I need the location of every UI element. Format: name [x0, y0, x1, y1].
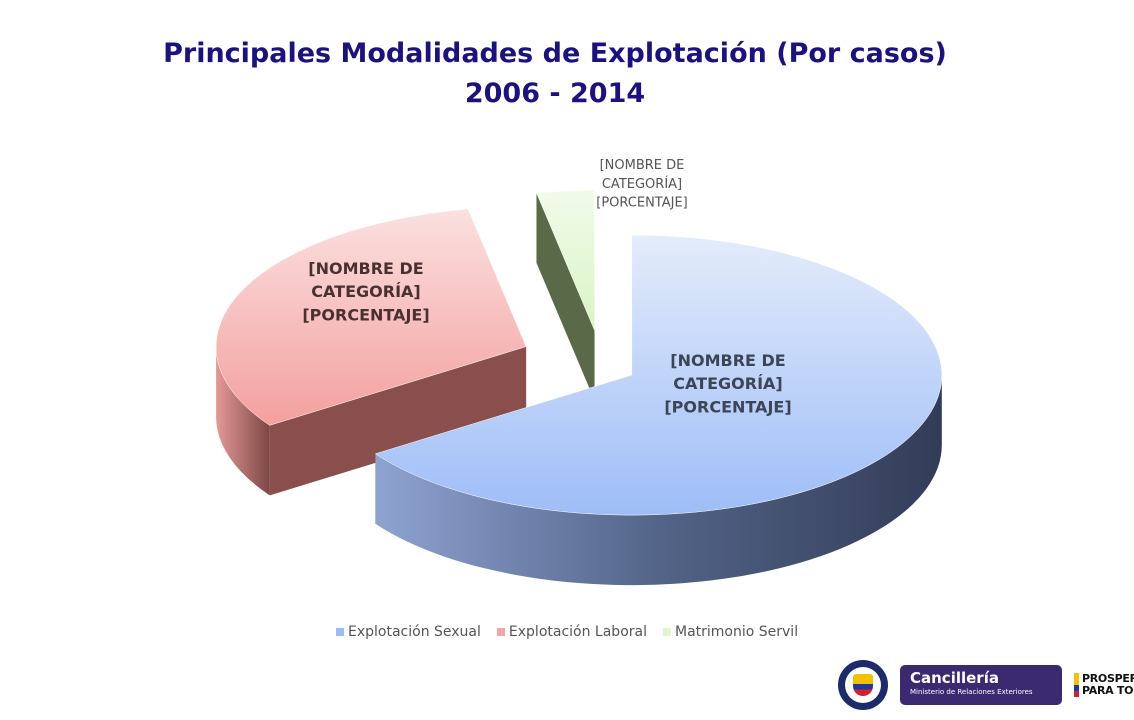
slice-explotacion-laboral-side — [216, 346, 270, 496]
coat-of-arms-seal-icon — [838, 660, 888, 710]
chart-subtitle-line: 2006 - 2014 — [464, 78, 646, 109]
data-label-matrimonio: [NOMBRE DE CATEGORÍA] [PORCENTAJE] — [596, 158, 688, 211]
footer-logos: Cancillería Ministerio de Relaciones Ext… — [838, 660, 1134, 710]
legend-swatch-matrimonio — [662, 628, 671, 636]
cancilleria-logo-subtitle: Ministerio de Relaciones Exteriores — [910, 688, 1033, 696]
chart-title-line: Principales Modalidades de Explotación (… — [163, 38, 947, 69]
data-label-laboral-line-0: [NOMBRE DE — [308, 259, 423, 278]
data-label-laboral-line-1: CATEGORÍA] — [311, 282, 420, 301]
prosperidad-logo: PROSPERIDAD PARA TODOS — [1074, 673, 1134, 697]
data-label-sexual-line-2: [PORCENTAJE] — [664, 397, 791, 416]
legend-item-matrimonio: Matrimonio Servil — [662, 624, 799, 640]
data-label-sexual: [NOMBRE DE CATEGORÍA] [PORCENTAJE] — [664, 351, 791, 416]
prosperidad-logo-line2: PARA TODOS — [1082, 684, 1134, 697]
legend-swatch-laboral — [496, 628, 505, 636]
slice-explotacion-laboral-top — [215, 208, 527, 426]
slice-explotacion-sexual-side — [375, 375, 942, 586]
slice-explotacion-sexual — [374, 234, 943, 586]
cancilleria-logo-title: Cancillería — [910, 669, 999, 687]
data-label-laboral-line-2: [PORCENTAJE] — [302, 305, 429, 324]
cancilleria-logo: Cancillería Ministerio de Relaciones Ext… — [900, 665, 1062, 705]
chart-legend: Explotación Sexual Explotación Laboral M… — [336, 624, 798, 640]
slice-explotacion-laboral-wall-0 — [269, 346, 527, 496]
pie-chart: [NOMBRE DE CATEGORÍA] [PORCENTAJE][NOMBRE … — [215, 158, 943, 586]
data-label-sexual-line-0: [NOMBRE DE — [670, 351, 785, 370]
data-label-matrimonio-line-1: CATEGORÍA] — [602, 176, 682, 192]
legend-swatch-sexual — [336, 628, 344, 636]
data-label-matrimonio-line-0: [NOMBRE DE — [600, 158, 685, 173]
legend-label-matrimonio: Matrimonio Servil — [674, 624, 799, 640]
colombia-flag-icon — [1074, 673, 1079, 697]
legend-item-laboral: Explotación Laboral — [496, 624, 647, 640]
slice-explotacion-sexual-top — [374, 234, 943, 516]
legend-label-sexual: Explotación Sexual — [348, 624, 481, 640]
data-label-matrimonio-line-2: [PORCENTAJE] — [596, 196, 688, 211]
slice-matrimonio-servil-top — [536, 190, 595, 331]
slice-matrimonio-servil-wall-0 — [536, 192, 595, 401]
data-label-laboral: [NOMBRE DE CATEGORÍA] [PORCENTAJE] — [302, 259, 429, 324]
legend-label-laboral: Explotación Laboral — [508, 624, 647, 640]
data-label-sexual-line-1: CATEGORÍA] — [673, 374, 782, 393]
slice-matrimonio-servil — [536, 190, 595, 401]
slice-explotacion-laboral — [215, 208, 527, 496]
chart-title: Principales Modalidades de Explotación (… — [0, 34, 1110, 114]
prosperidad-logo-line1: PROSPERIDAD — [1082, 672, 1134, 685]
legend-item-sexual: Explotación Sexual — [336, 624, 481, 640]
